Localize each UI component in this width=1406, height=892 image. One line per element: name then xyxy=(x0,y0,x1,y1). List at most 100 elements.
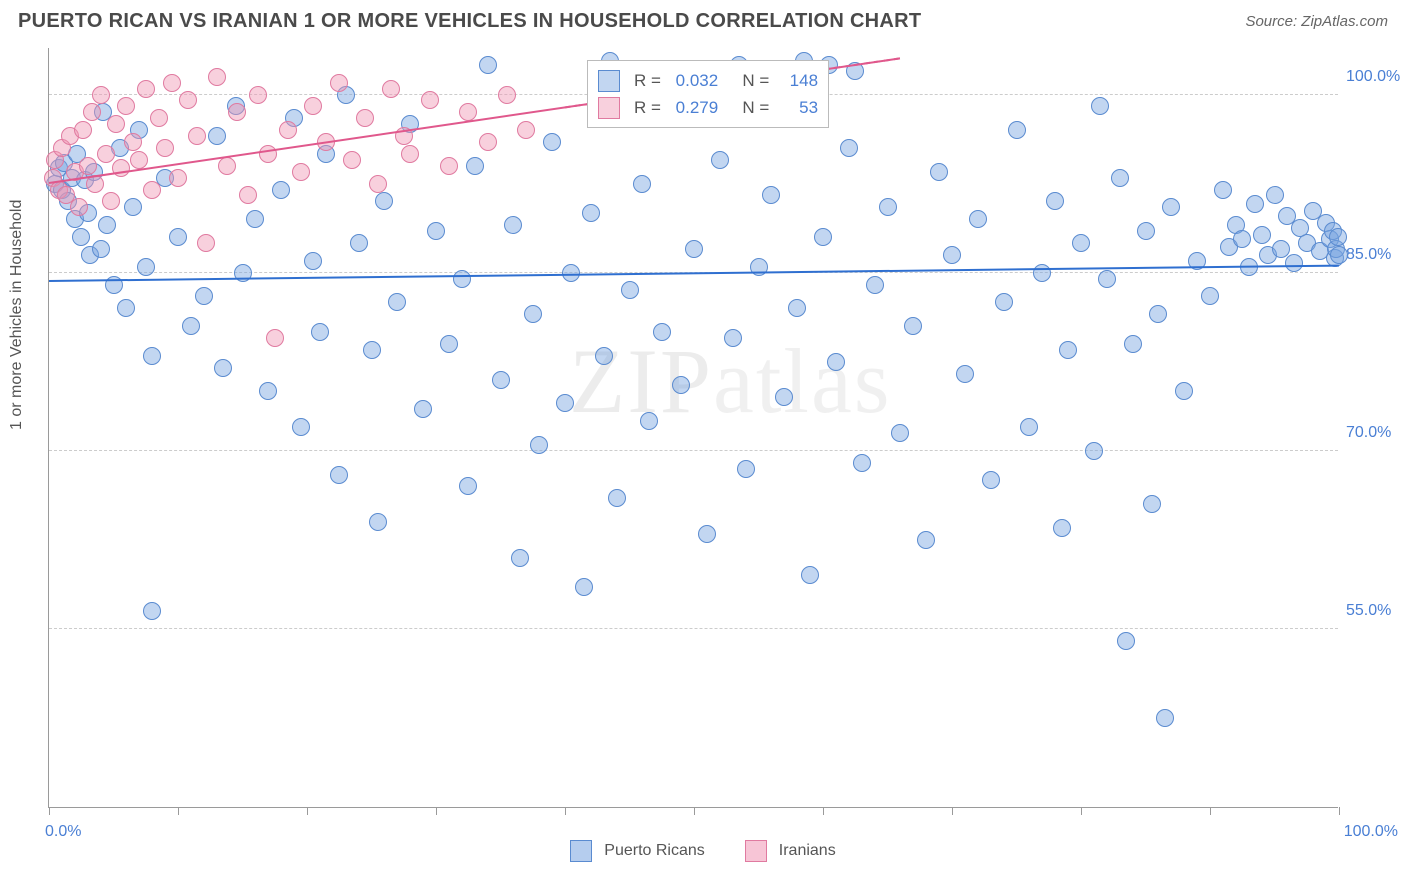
data-point xyxy=(304,252,322,270)
data-point xyxy=(414,400,432,418)
legend-item-iranians: Iranians xyxy=(745,840,836,862)
data-point xyxy=(1033,264,1051,282)
data-point xyxy=(640,412,658,430)
stats-box: R = 0.032 N = 148R = 0.279 N = 53 xyxy=(587,60,829,128)
data-point xyxy=(137,80,155,98)
data-point xyxy=(330,74,348,92)
data-point xyxy=(956,365,974,383)
data-point xyxy=(1008,121,1026,139)
data-point xyxy=(814,228,832,246)
chart-title: PUERTO RICAN VS IRANIAN 1 OR MORE VEHICL… xyxy=(18,10,921,33)
data-point xyxy=(492,371,510,389)
data-point xyxy=(453,270,471,288)
stats-row: R = 0.032 N = 148 xyxy=(598,67,818,94)
data-point xyxy=(788,299,806,317)
data-point xyxy=(272,181,290,199)
data-point xyxy=(466,157,484,175)
data-point xyxy=(1201,287,1219,305)
data-point xyxy=(124,198,142,216)
gridline xyxy=(49,628,1338,629)
data-point xyxy=(1175,382,1193,400)
data-point xyxy=(188,127,206,145)
data-point xyxy=(1330,246,1348,264)
data-point xyxy=(608,489,626,507)
data-point xyxy=(218,157,236,175)
data-point xyxy=(511,549,529,567)
data-point xyxy=(982,471,1000,489)
data-point xyxy=(1085,442,1103,460)
data-point xyxy=(107,115,125,133)
data-point xyxy=(208,68,226,86)
data-point xyxy=(179,91,197,109)
data-point xyxy=(304,97,322,115)
data-point xyxy=(163,74,181,92)
data-point xyxy=(479,56,497,74)
y-tick-label: 85.0% xyxy=(1346,246,1406,264)
gridline xyxy=(49,450,1338,451)
data-point xyxy=(246,210,264,228)
data-point xyxy=(92,86,110,104)
stat-r-value: 0.279 xyxy=(676,94,719,121)
data-point xyxy=(369,513,387,531)
data-point xyxy=(498,86,516,104)
data-point xyxy=(562,264,580,282)
data-point xyxy=(1266,186,1284,204)
data-point xyxy=(891,424,909,442)
data-point xyxy=(762,186,780,204)
data-point xyxy=(879,198,897,216)
data-point xyxy=(97,145,115,163)
data-point xyxy=(369,175,387,193)
data-point xyxy=(943,246,961,264)
data-point xyxy=(228,103,246,121)
data-point xyxy=(72,228,90,246)
data-point xyxy=(1214,181,1232,199)
data-point xyxy=(1053,519,1071,537)
data-point xyxy=(1137,222,1155,240)
x-min-label: 0.0% xyxy=(45,823,81,841)
data-point xyxy=(143,602,161,620)
data-point xyxy=(259,382,277,400)
x-tick xyxy=(1081,807,1082,815)
data-point xyxy=(74,121,92,139)
data-point xyxy=(79,157,97,175)
data-point xyxy=(239,186,257,204)
data-point xyxy=(249,86,267,104)
stat-n-value: 53 xyxy=(784,94,818,121)
data-point xyxy=(459,477,477,495)
stats-swatch xyxy=(598,97,620,119)
x-tick xyxy=(436,807,437,815)
x-tick xyxy=(307,807,308,815)
data-point xyxy=(866,276,884,294)
y-tick-label: 70.0% xyxy=(1346,424,1406,442)
data-point xyxy=(102,192,120,210)
stat-r-label: R = xyxy=(634,94,666,121)
data-point xyxy=(356,109,374,127)
data-point xyxy=(214,359,232,377)
stat-n-label: N = xyxy=(728,94,774,121)
data-point xyxy=(143,347,161,365)
data-point xyxy=(1246,195,1264,213)
data-point xyxy=(1111,169,1129,187)
data-point xyxy=(1156,709,1174,727)
data-point xyxy=(827,353,845,371)
x-tick xyxy=(49,807,50,815)
data-point xyxy=(112,159,130,177)
data-point xyxy=(653,323,671,341)
legend-item-puerto-ricans: Puerto Ricans xyxy=(570,840,705,862)
data-point xyxy=(1091,97,1109,115)
data-point xyxy=(440,335,458,353)
x-max-label: 100.0% xyxy=(1344,823,1398,841)
data-point xyxy=(801,566,819,584)
data-point xyxy=(479,133,497,151)
stat-r-value: 0.032 xyxy=(676,67,719,94)
data-point xyxy=(143,181,161,199)
data-point xyxy=(1162,198,1180,216)
data-point xyxy=(421,91,439,109)
data-point xyxy=(117,97,135,115)
y-tick-label: 100.0% xyxy=(1346,68,1406,86)
data-point xyxy=(1233,230,1251,248)
data-point xyxy=(504,216,522,234)
data-point xyxy=(530,436,548,454)
data-point xyxy=(343,151,361,169)
data-point xyxy=(169,169,187,187)
